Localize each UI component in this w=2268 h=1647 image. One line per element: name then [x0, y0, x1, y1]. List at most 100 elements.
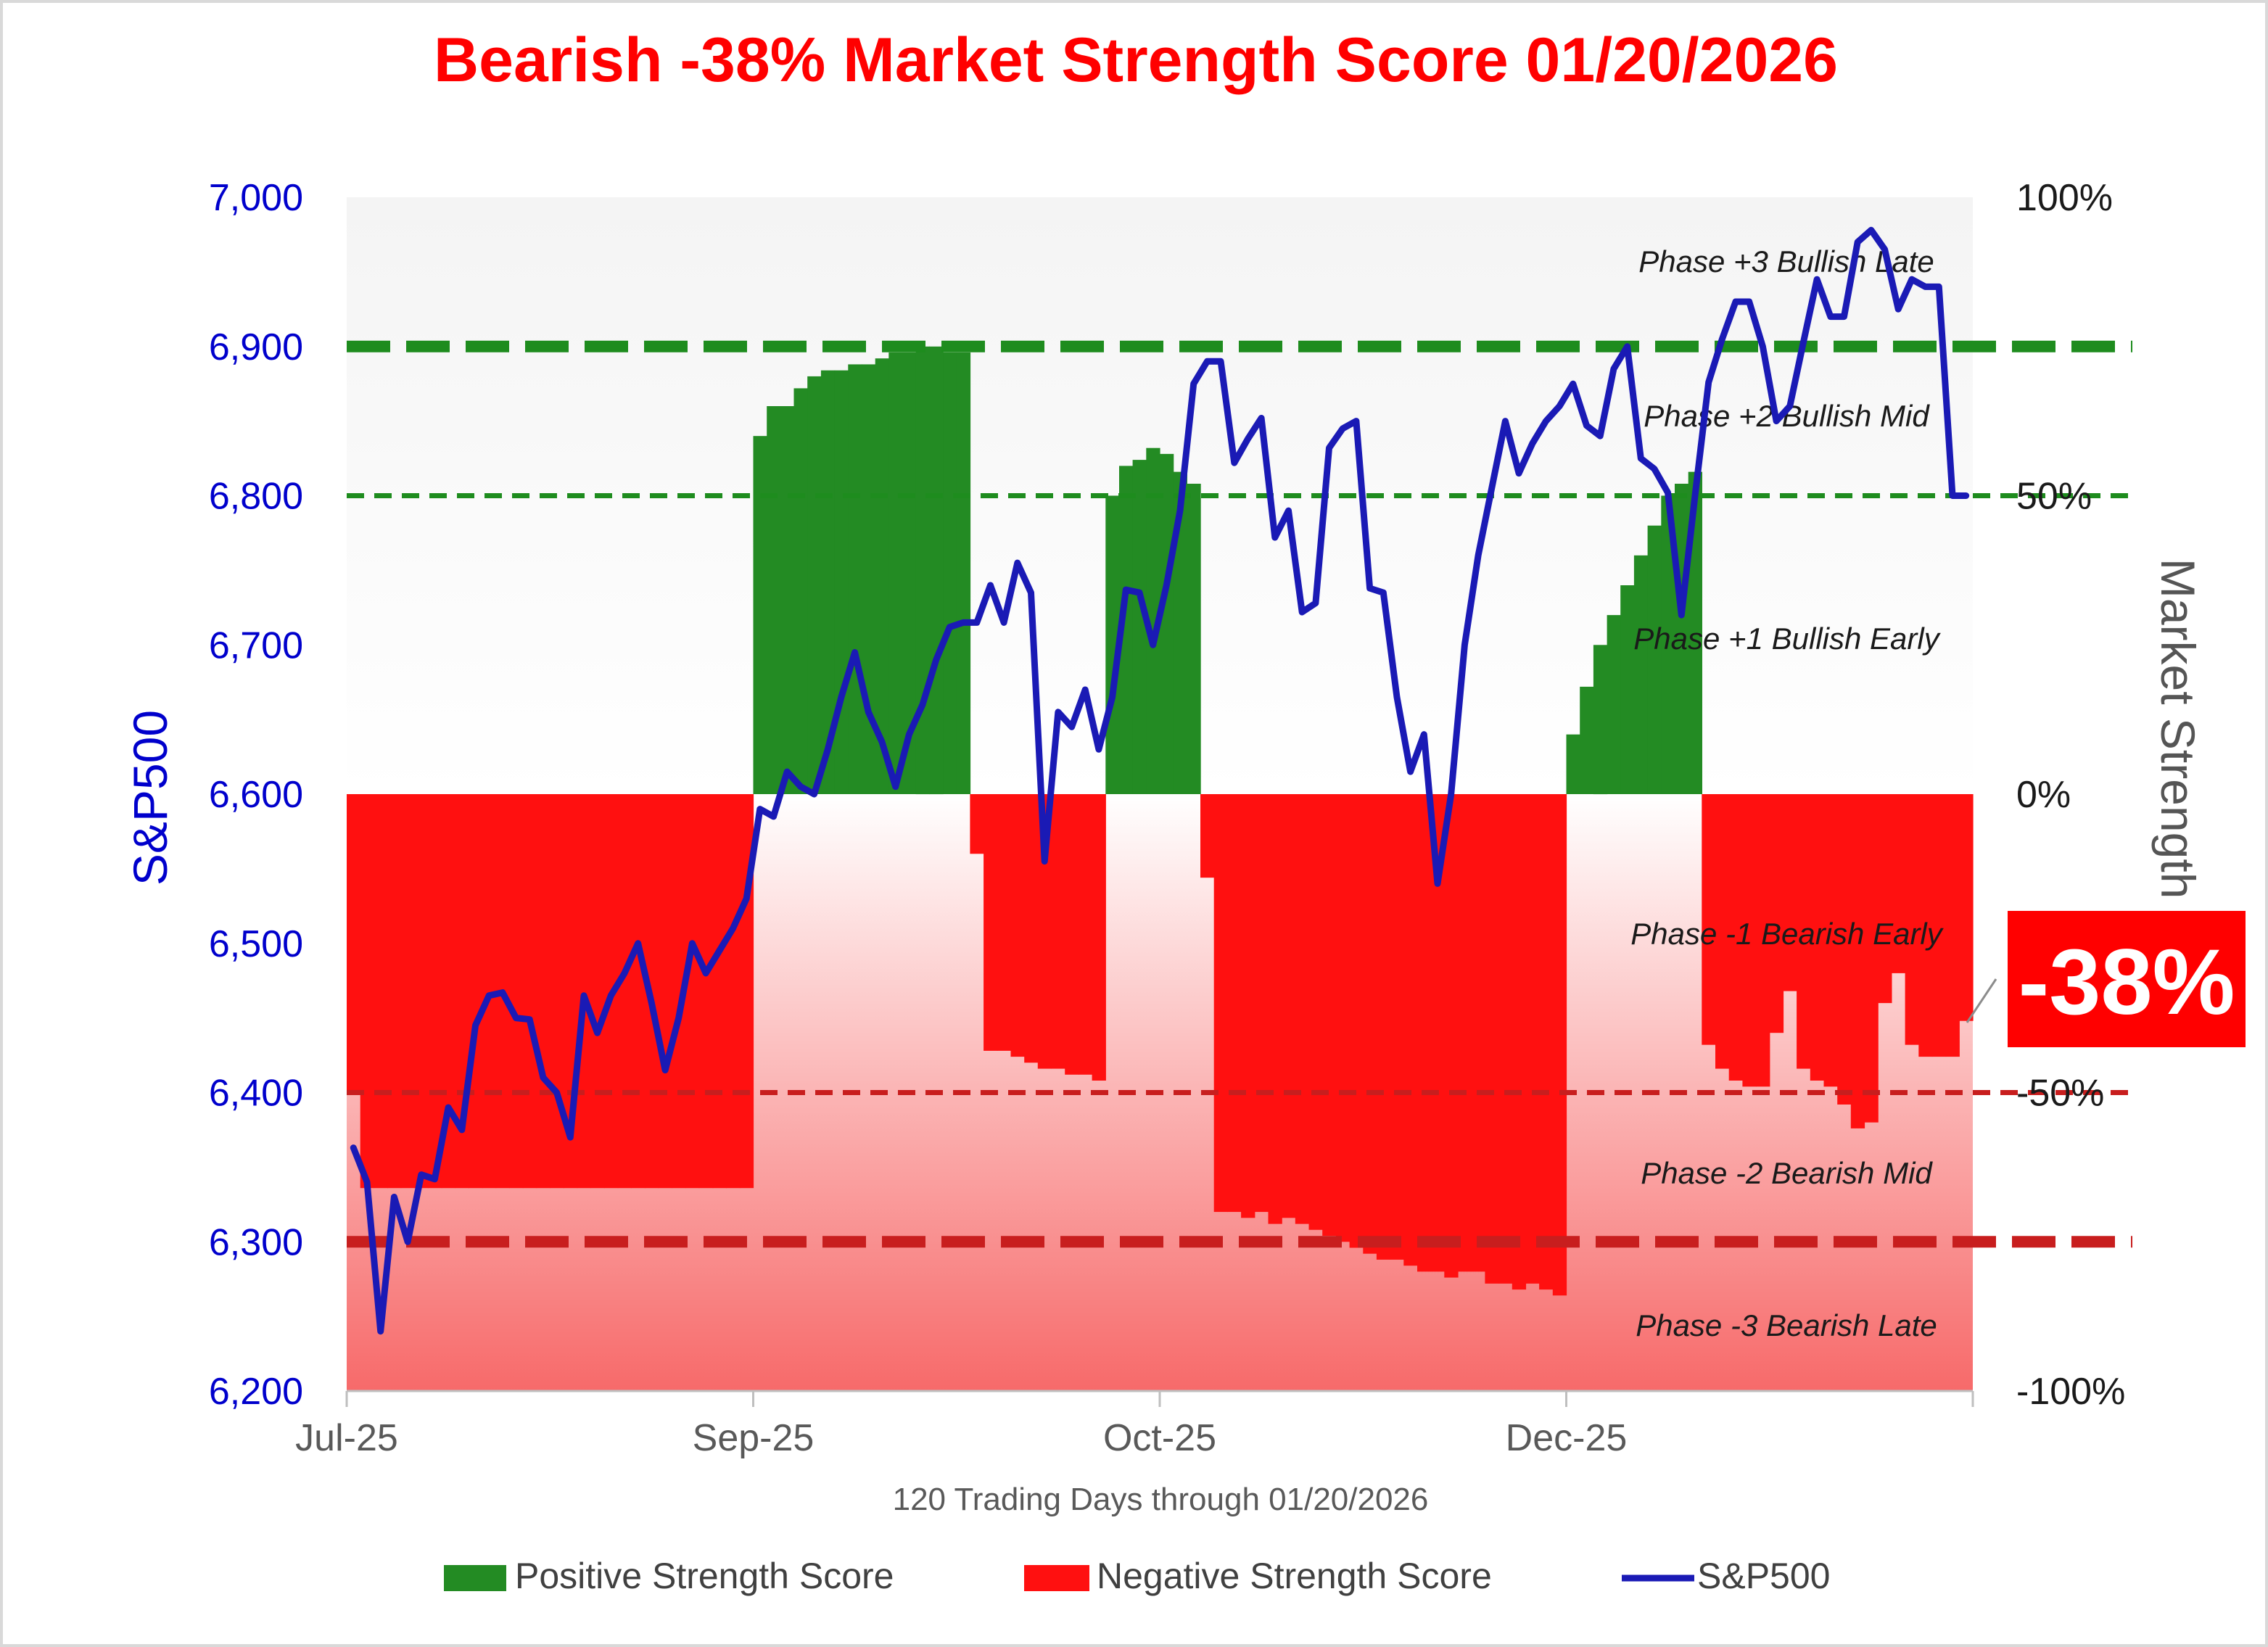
negative-score-bar: [1810, 794, 1825, 1081]
left-tick-label: 6,300: [209, 1221, 303, 1263]
negative-score-bar: [469, 794, 483, 1189]
negative-score-bar: [1241, 794, 1255, 1218]
positive-score-bar: [780, 406, 795, 794]
negative-score-bar: [1905, 794, 1919, 1045]
left-tick-label: 6,800: [209, 476, 303, 518]
right-tick-label: -50%: [2016, 1073, 2104, 1115]
negative-score-bar: [1878, 794, 1892, 1004]
negative-score-bar: [577, 794, 591, 1189]
positive-score-bar: [1566, 734, 1580, 794]
negative-score-bar: [374, 794, 388, 1189]
left-tick-label: 6,400: [209, 1073, 303, 1115]
left-tick-label: 6,200: [209, 1371, 303, 1413]
negative-score-bar: [1823, 794, 1838, 1087]
legend-label-negative: Negative Strength Score: [1097, 1556, 1492, 1596]
negative-score-bar: [1715, 794, 1730, 1069]
right-tick-label: -100%: [2016, 1371, 2125, 1413]
current-score-badge: [2008, 911, 2246, 1047]
negative-score-bar: [1363, 794, 1377, 1254]
legend-label-sp500: S&P500: [1697, 1556, 1830, 1596]
negative-score-bar: [1376, 794, 1391, 1260]
negative-score-bar: [387, 794, 402, 1189]
negative-score-bar: [970, 794, 984, 854]
positive-score-bar: [793, 388, 808, 794]
negative-score-bar: [1471, 794, 1485, 1272]
x-tick-label: Oct-25: [1103, 1417, 1216, 1459]
negative-score-bar: [1728, 794, 1743, 1081]
strength-score-bars: [347, 346, 1974, 1296]
negative-score-bar: [360, 794, 374, 1189]
negative-score-bar: [1010, 794, 1025, 1057]
negative-score-bar: [1024, 794, 1039, 1063]
x-tick-label: Sep-25: [693, 1417, 815, 1459]
negative-score-bar: [590, 794, 605, 1189]
negative-score-bar: [1200, 794, 1215, 878]
negative-score-bar: [1485, 794, 1499, 1284]
phase-label: Phase -3 Bearish Late: [1636, 1308, 1937, 1342]
right-tick-label: 100%: [2016, 177, 2113, 219]
negative-score-bar: [509, 794, 524, 1189]
x-tick-label: Jul-25: [295, 1417, 398, 1459]
positive-score-bar: [1160, 453, 1174, 794]
positive-score-bar: [929, 346, 944, 795]
negative-score-bar: [997, 794, 1012, 1051]
positive-score-bar: [1580, 686, 1594, 794]
negative-score-bar: [1349, 794, 1364, 1248]
negative-score-bar: [1227, 794, 1242, 1213]
negative-score-bar: [1390, 794, 1404, 1260]
negative-score-bar: [1702, 794, 1716, 1045]
negative-score-bar: [1403, 794, 1418, 1266]
negative-score-bar: [1918, 794, 1933, 1057]
negative-score-bar: [1322, 794, 1337, 1236]
positive-score-bar: [915, 346, 930, 795]
left-tick-label: 6,500: [209, 923, 303, 965]
negative-score-bar: [1850, 794, 1865, 1128]
legend-swatch-negative: [1024, 1565, 1089, 1591]
negative-score-bar: [1742, 794, 1757, 1087]
negative-score-bar: [1254, 794, 1269, 1213]
phase-label: Phase +2 Bullish Mid: [1644, 399, 1930, 433]
negative-score-bar: [1797, 794, 1811, 1069]
negative-score-bar: [414, 794, 429, 1189]
negative-score-bar: [1444, 794, 1459, 1278]
negative-score-bar: [984, 794, 998, 1051]
negative-score-bar: [1308, 794, 1323, 1230]
negative-score-bar: [685, 794, 700, 1189]
negative-score-bar: [1498, 794, 1513, 1284]
positive-score-bar: [1620, 585, 1635, 794]
negative-score-bar: [1539, 794, 1554, 1290]
positive-score-bar: [767, 406, 781, 794]
negative-score-bar: [1959, 794, 1974, 1021]
negative-score-bar: [1756, 794, 1770, 1087]
negative-score-bar: [1552, 794, 1567, 1296]
negative-score-bar: [1458, 794, 1472, 1272]
positive-score-bar: [848, 364, 862, 794]
negative-score-bar: [658, 794, 672, 1189]
left-tick-label: 6,700: [209, 624, 303, 666]
negative-score-bar: [1783, 794, 1797, 991]
positive-score-bar: [1187, 484, 1201, 794]
positive-score-bar: [943, 352, 957, 794]
negative-score-bar: [522, 794, 537, 1189]
positive-score-bar: [807, 376, 822, 794]
negative-score-bar: [1065, 794, 1079, 1075]
score-callout-line: [1966, 978, 1997, 1023]
positive-score-bar: [1647, 525, 1662, 794]
negative-score-bar: [1417, 794, 1432, 1272]
negative-score-bar: [726, 794, 741, 1189]
negative-score-bar: [698, 794, 714, 1189]
negative-score-bar: [1512, 794, 1527, 1290]
legend-swatch-positive: [444, 1565, 506, 1591]
phase-label: Phase +1 Bullish Early: [1633, 622, 1941, 656]
legend-label-positive: Positive Strength Score: [515, 1556, 894, 1596]
negative-score-bar: [1945, 794, 1960, 1057]
positive-score-bar: [875, 358, 889, 794]
positive-score-bar: [1146, 447, 1160, 794]
positive-score-bar: [753, 436, 767, 794]
negative-score-bar: [347, 794, 361, 1093]
negative-score-bar: [1282, 794, 1296, 1218]
negative-score-bar: [1864, 794, 1879, 1123]
positive-score-bar: [1661, 495, 1675, 794]
current-score-value: -38%: [2018, 930, 2235, 1034]
